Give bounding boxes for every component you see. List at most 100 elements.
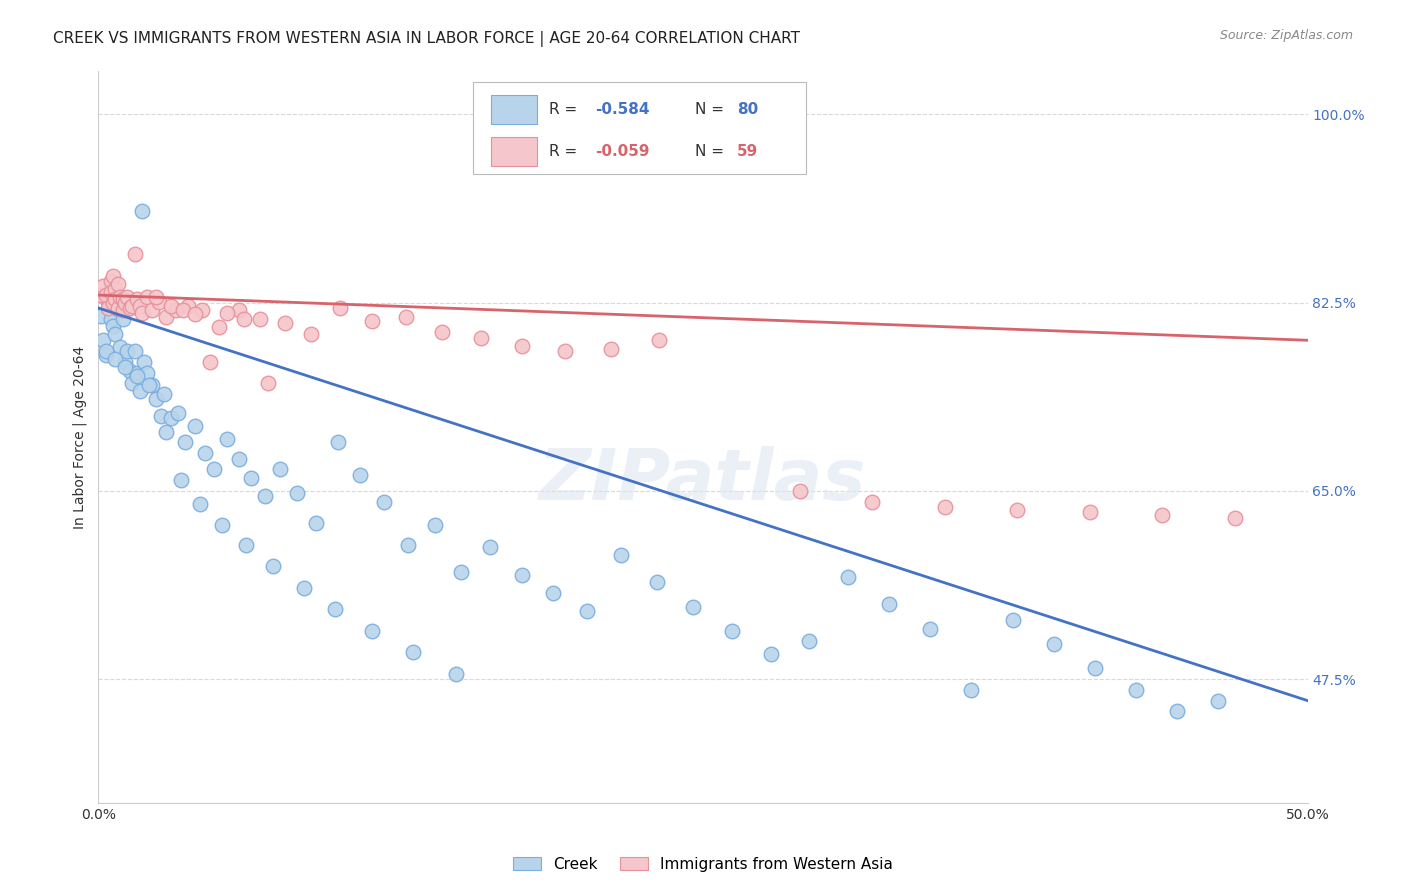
Text: CREEK VS IMMIGRANTS FROM WESTERN ASIA IN LABOR FORCE | AGE 20-64 CORRELATION CHA: CREEK VS IMMIGRANTS FROM WESTERN ASIA IN… xyxy=(53,31,800,47)
Point xyxy=(90,309,112,323)
Point xyxy=(198,355,221,369)
Point xyxy=(107,277,129,292)
Point xyxy=(165,303,187,318)
Point xyxy=(211,518,233,533)
Point xyxy=(215,306,238,320)
Point xyxy=(100,289,122,303)
Point xyxy=(94,344,117,359)
FancyBboxPatch shape xyxy=(492,137,537,166)
Point xyxy=(470,331,492,345)
Point xyxy=(145,290,167,304)
Point xyxy=(273,316,295,330)
Point xyxy=(645,575,668,590)
Point xyxy=(1223,510,1246,524)
Point xyxy=(1078,505,1101,519)
Point xyxy=(262,559,284,574)
Point xyxy=(117,344,139,359)
Text: R =: R = xyxy=(550,102,582,117)
Point xyxy=(118,364,141,378)
Text: -0.584: -0.584 xyxy=(595,102,650,117)
Point xyxy=(446,666,468,681)
Point xyxy=(430,325,453,339)
Point xyxy=(174,435,197,450)
Point xyxy=(960,682,983,697)
Point xyxy=(128,299,150,313)
Point xyxy=(141,378,163,392)
Point xyxy=(860,494,883,508)
Point xyxy=(101,319,124,334)
Point xyxy=(721,624,744,638)
Point xyxy=(799,634,821,648)
Point xyxy=(305,516,328,530)
Point xyxy=(104,293,127,307)
Point xyxy=(184,308,207,322)
Point xyxy=(191,303,214,318)
Point xyxy=(285,486,308,500)
Point xyxy=(325,602,347,616)
Text: 80: 80 xyxy=(737,102,758,117)
Point xyxy=(510,339,533,353)
Point xyxy=(877,597,900,611)
Point xyxy=(117,290,139,304)
Point xyxy=(329,301,352,315)
Point xyxy=(100,311,122,326)
Text: 59: 59 xyxy=(737,145,758,159)
Legend: Creek, Immigrants from Western Asia: Creek, Immigrants from Western Asia xyxy=(508,851,898,878)
Point xyxy=(184,419,207,434)
Point xyxy=(541,586,564,600)
Point xyxy=(138,378,160,392)
Point xyxy=(100,285,122,299)
Point xyxy=(114,360,136,375)
Point xyxy=(194,446,217,460)
Point xyxy=(155,310,177,324)
Point xyxy=(215,432,238,446)
Point xyxy=(135,290,157,304)
FancyBboxPatch shape xyxy=(492,95,537,124)
Point xyxy=(204,462,226,476)
Point xyxy=(135,366,157,380)
Text: ZIPatlas: ZIPatlas xyxy=(540,447,866,516)
Point xyxy=(1166,704,1188,718)
Text: Source: ZipAtlas.com: Source: ZipAtlas.com xyxy=(1219,29,1353,42)
Point xyxy=(232,311,254,326)
Point xyxy=(127,293,149,307)
Point xyxy=(1001,613,1024,627)
Point xyxy=(134,355,156,369)
Point xyxy=(1084,661,1107,675)
Point xyxy=(450,565,472,579)
Point xyxy=(1042,637,1064,651)
Point xyxy=(91,333,114,347)
Point xyxy=(423,518,446,533)
Point xyxy=(141,303,163,318)
Point xyxy=(118,301,141,315)
Point xyxy=(934,500,956,514)
Point xyxy=(228,451,250,466)
Point xyxy=(648,333,671,347)
Text: N =: N = xyxy=(695,145,728,159)
Point xyxy=(326,435,349,450)
Point xyxy=(107,301,129,317)
Point xyxy=(152,387,174,401)
FancyBboxPatch shape xyxy=(474,82,806,174)
Point xyxy=(600,342,623,356)
Point xyxy=(256,376,278,391)
Point xyxy=(131,306,153,320)
Point xyxy=(167,406,190,420)
Point xyxy=(160,410,183,425)
Point xyxy=(101,295,124,310)
Point xyxy=(610,549,633,563)
Point xyxy=(90,288,112,302)
Point xyxy=(920,622,942,636)
Point xyxy=(150,409,173,423)
Point xyxy=(108,290,131,304)
Point xyxy=(107,301,129,315)
Point xyxy=(124,344,146,359)
Point xyxy=(228,303,250,318)
Point xyxy=(111,311,134,326)
Point xyxy=(108,340,131,354)
Point xyxy=(789,483,811,498)
Point xyxy=(94,288,117,302)
Point xyxy=(104,282,127,296)
Point xyxy=(169,473,191,487)
Point xyxy=(100,274,122,288)
